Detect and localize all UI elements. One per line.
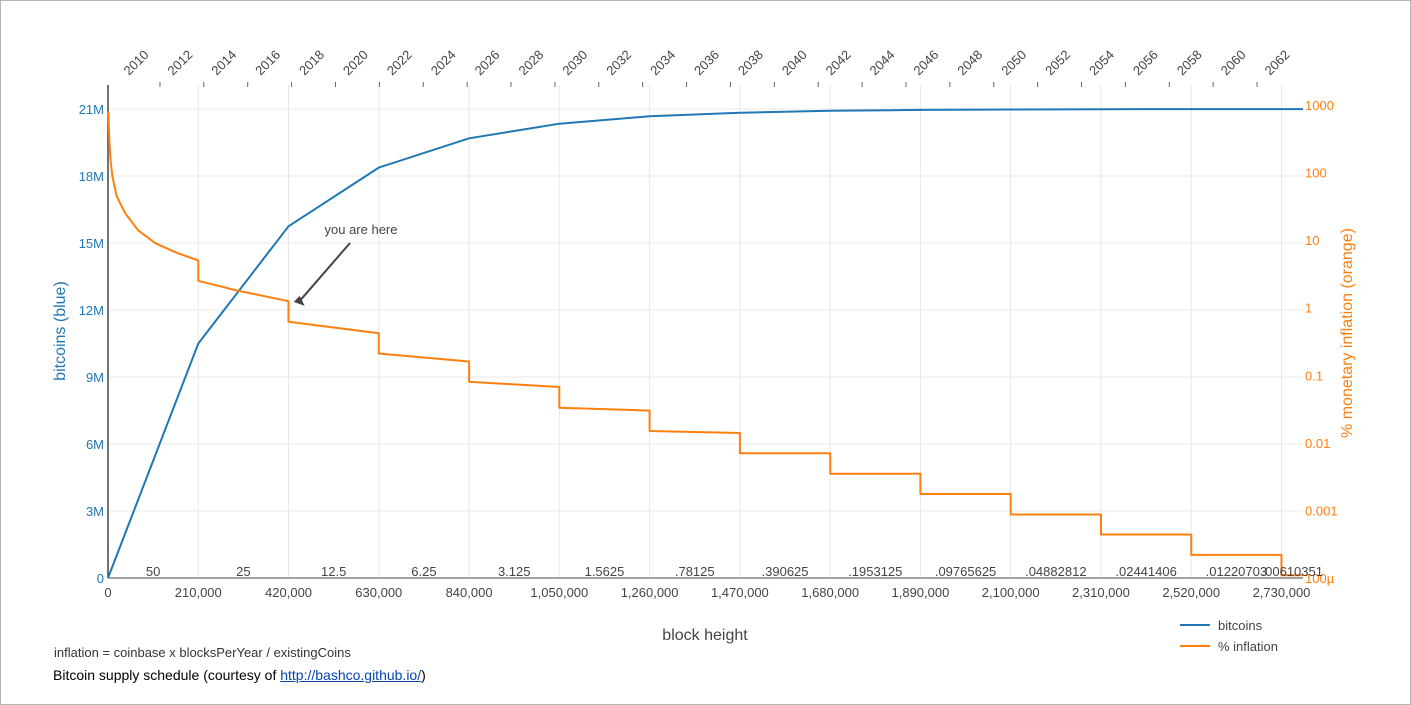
block-reward-label: .02441406 <box>1115 564 1176 579</box>
top-year-label: 2014 <box>208 47 239 78</box>
x-tick-label: 2,310,000 <box>1072 585 1130 600</box>
source-link[interactable]: http://bashco.github.io/ <box>280 667 422 683</box>
block-reward-label: .78125 <box>675 564 715 579</box>
top-year-label: 2036 <box>691 47 722 78</box>
y-left-tick-label: 9M <box>86 370 104 385</box>
top-year-label: 2030 <box>559 47 590 78</box>
y-right-tick-label: 0.001 <box>1305 503 1338 518</box>
top-year-label: 2050 <box>998 47 1029 78</box>
y-right-tick-label: 100µ <box>1305 571 1335 586</box>
inflation-formula: inflation = coinbase x blocksPerYear / e… <box>54 645 351 660</box>
block-reward-label: .00610351 <box>1262 564 1323 579</box>
y-left-tick-label: 15M <box>79 236 104 251</box>
top-year-label: 2016 <box>252 47 283 78</box>
y-right-tick-label: 0.1 <box>1305 368 1323 383</box>
labels: 50 25 12.5 6.25 3.125 1.5625 .78125 .390625 .195… <box>146 222 1323 579</box>
y-right-tick-label: 10 <box>1305 233 1319 248</box>
block-reward-label: 6.25 <box>411 564 436 579</box>
caption-prefix: Bitcoin supply schedule (courtesy of <box>53 667 281 683</box>
y-left-tick-label: 12M <box>79 303 104 318</box>
y-left-tick-label: 18M <box>79 169 104 184</box>
x-tick-label: 2,730,000 <box>1253 585 1311 600</box>
top-year-label: 2054 <box>1086 47 1117 78</box>
legend-label: % inflation <box>1218 639 1278 654</box>
block-reward-label: 1.5625 <box>585 564 625 579</box>
x-tick-label: 630,000 <box>355 585 402 600</box>
annotation-arrow-line <box>298 242 351 302</box>
block-reward-label: .390625 <box>762 564 809 579</box>
x-tick-label: 1,680,000 <box>801 585 859 600</box>
block-reward-label: .04882812 <box>1025 564 1086 579</box>
top-year-label: 2026 <box>472 47 503 78</box>
y-left-tick-label: 21M <box>79 102 104 117</box>
bitcoins-line <box>107 108 1303 579</box>
x-axis-title: block height <box>662 627 748 644</box>
top-year-label: 2044 <box>867 47 898 78</box>
legend-label: bitcoins <box>1218 618 1263 633</box>
top-year-label: 2060 <box>1218 47 1249 78</box>
series <box>107 108 1303 579</box>
legend: bitcoins % inflation <box>1180 618 1278 654</box>
y-right-tick-label: 100 <box>1305 166 1327 181</box>
y-right-tick-label: 1 <box>1305 301 1312 316</box>
y-left-axis-title: bitcoins (blue) <box>52 281 69 381</box>
top-year-label: 2022 <box>384 47 415 78</box>
top-year-label: 2012 <box>164 47 195 78</box>
top-year-label: 2062 <box>1262 47 1293 78</box>
top-year-label: 2046 <box>910 47 941 78</box>
top-year-label: 2038 <box>735 47 766 78</box>
block-reward-label: 50 <box>146 564 160 579</box>
top-year-label: 2020 <box>340 47 371 78</box>
top-year-label: 2056 <box>1130 47 1161 78</box>
top-year-label: 2034 <box>647 47 678 78</box>
x-tick-label: 2,100,000 <box>982 585 1040 600</box>
block-reward-label: 25 <box>236 564 250 579</box>
y-right-axis-title: % monetary inflation (orange) <box>1339 228 1356 438</box>
block-reward-label: .09765625 <box>935 564 996 579</box>
top-year-label: 2018 <box>296 47 327 78</box>
inflation-line <box>107 111 1303 577</box>
top-year-label: 2058 <box>1174 47 1205 78</box>
top-year-label: 2024 <box>428 47 459 78</box>
top-year-label: 2048 <box>954 47 985 78</box>
y-right-tick-label: 1000 <box>1305 98 1334 113</box>
top-year-label: 2052 <box>1042 47 1073 78</box>
block-reward-label: .01220703 <box>1206 564 1267 579</box>
x-tick-label: 420,000 <box>265 585 312 600</box>
top-year-label: 2028 <box>515 47 546 78</box>
y-left-tick-label: 6M <box>86 437 104 452</box>
grid <box>108 85 1303 578</box>
x-tick-label: 2,520,000 <box>1162 585 1220 600</box>
y-left-tick-label: 0 <box>97 571 104 586</box>
x-tick-label: 1,260,000 <box>621 585 679 600</box>
top-year-label: 2042 <box>823 47 854 78</box>
top-year-label: 2010 <box>121 47 152 78</box>
block-reward-label: .1953125 <box>848 564 902 579</box>
block-reward-label: 3.125 <box>498 564 531 579</box>
top-year-label: 2032 <box>603 47 634 78</box>
x-tick-label: 1,470,000 <box>711 585 769 600</box>
chart-caption: Bitcoin supply schedule (courtesy of htt… <box>53 667 426 683</box>
x-tick-label: 1,050,000 <box>530 585 588 600</box>
caption-suffix: ) <box>421 667 426 683</box>
y-right-tick-label: 0.01 <box>1305 436 1330 451</box>
x-tick-label: 1,890,000 <box>892 585 950 600</box>
annotation-arrowhead <box>293 295 305 306</box>
x-tick-label: 0 <box>104 585 111 600</box>
block-reward-label: 12.5 <box>321 564 346 579</box>
x-tick-label: 210,000 <box>175 585 222 600</box>
top-year-label: 2040 <box>779 47 810 78</box>
x-tick-label: 840,000 <box>446 585 493 600</box>
axes: 0 210,000 420,000 630,000 840,000 1,050,000 1,… <box>52 47 1356 644</box>
y-left-tick-label: 3M <box>86 504 104 519</box>
you-are-here-label: you are here <box>325 222 398 237</box>
